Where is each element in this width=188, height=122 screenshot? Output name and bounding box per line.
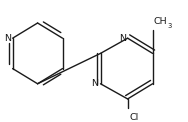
Text: N: N <box>4 34 11 43</box>
Text: Cl: Cl <box>130 113 139 122</box>
Text: CH: CH <box>154 17 167 26</box>
Text: N: N <box>119 34 126 43</box>
Text: N: N <box>92 79 99 88</box>
Text: 3: 3 <box>168 23 172 29</box>
